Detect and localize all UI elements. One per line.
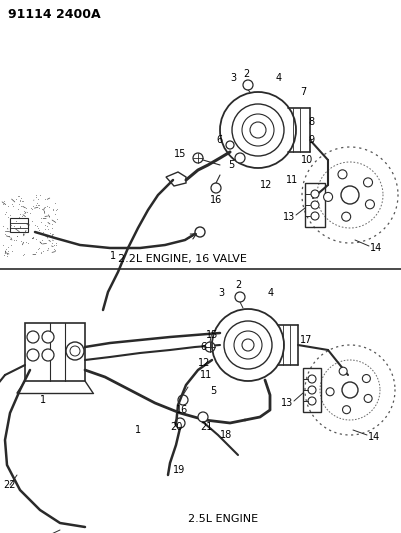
Text: 12: 12 <box>259 180 272 190</box>
Text: 20: 20 <box>170 422 182 432</box>
Circle shape <box>42 349 54 361</box>
FancyBboxPatch shape <box>10 218 28 232</box>
Circle shape <box>178 395 188 405</box>
FancyBboxPatch shape <box>304 183 324 227</box>
Text: 1: 1 <box>40 395 46 405</box>
Text: 15: 15 <box>173 149 186 159</box>
Text: 22: 22 <box>3 480 16 490</box>
Text: 12: 12 <box>198 358 210 368</box>
Circle shape <box>225 141 233 149</box>
Text: 15: 15 <box>205 330 218 340</box>
FancyBboxPatch shape <box>25 323 85 381</box>
Text: 13: 13 <box>280 398 292 408</box>
Text: 13: 13 <box>282 212 294 222</box>
Text: 6: 6 <box>215 135 222 145</box>
Circle shape <box>70 346 80 356</box>
Text: 16: 16 <box>176 405 188 415</box>
Text: 7: 7 <box>299 87 306 97</box>
Circle shape <box>307 386 315 394</box>
Text: 16: 16 <box>209 195 222 205</box>
Text: 21: 21 <box>200 422 212 432</box>
Circle shape <box>340 186 358 204</box>
Circle shape <box>323 192 332 201</box>
Circle shape <box>192 153 203 163</box>
Text: 3: 3 <box>217 288 224 298</box>
Circle shape <box>363 394 371 402</box>
Circle shape <box>307 397 315 405</box>
Circle shape <box>325 387 333 395</box>
Text: 1: 1 <box>110 251 116 261</box>
Text: 2.5L ENGINE: 2.5L ENGINE <box>188 514 257 524</box>
Circle shape <box>337 170 346 179</box>
Circle shape <box>361 375 369 383</box>
Circle shape <box>310 201 318 209</box>
Circle shape <box>363 178 372 187</box>
Text: 3: 3 <box>229 73 235 83</box>
Text: 91114 2400A: 91114 2400A <box>8 7 100 20</box>
Text: 17: 17 <box>299 335 312 345</box>
Circle shape <box>307 375 315 383</box>
Circle shape <box>27 331 39 343</box>
Text: 4: 4 <box>267 288 273 298</box>
Text: 4: 4 <box>275 73 282 83</box>
Text: 6: 6 <box>200 342 206 352</box>
Circle shape <box>174 418 184 428</box>
Text: 2: 2 <box>242 69 249 79</box>
Text: 10: 10 <box>300 155 312 165</box>
Text: 1: 1 <box>135 425 141 435</box>
Circle shape <box>211 183 221 193</box>
Circle shape <box>310 212 318 220</box>
Circle shape <box>235 153 244 163</box>
Text: 5: 5 <box>227 160 234 170</box>
Text: 14: 14 <box>369 243 381 253</box>
Text: 14: 14 <box>367 432 379 442</box>
Circle shape <box>338 367 346 375</box>
Text: 11: 11 <box>200 370 212 380</box>
Text: 11: 11 <box>285 175 298 185</box>
Circle shape <box>341 212 350 221</box>
Circle shape <box>342 406 350 414</box>
Text: 8: 8 <box>307 117 313 127</box>
Circle shape <box>198 412 207 422</box>
Text: 19: 19 <box>172 465 185 475</box>
Circle shape <box>341 382 357 398</box>
Circle shape <box>27 349 39 361</box>
Text: 2.2L ENGINE, 16 VALVE: 2.2L ENGINE, 16 VALVE <box>118 254 246 264</box>
Text: 5: 5 <box>209 386 216 396</box>
Circle shape <box>66 342 84 360</box>
Circle shape <box>242 80 252 90</box>
Circle shape <box>42 331 54 343</box>
FancyBboxPatch shape <box>302 368 320 412</box>
Circle shape <box>235 292 244 302</box>
Text: 9: 9 <box>307 135 313 145</box>
Circle shape <box>365 200 373 209</box>
Circle shape <box>205 342 215 352</box>
Circle shape <box>310 190 318 198</box>
Text: 18: 18 <box>219 430 232 440</box>
Text: 2: 2 <box>234 280 241 290</box>
Circle shape <box>194 227 205 237</box>
